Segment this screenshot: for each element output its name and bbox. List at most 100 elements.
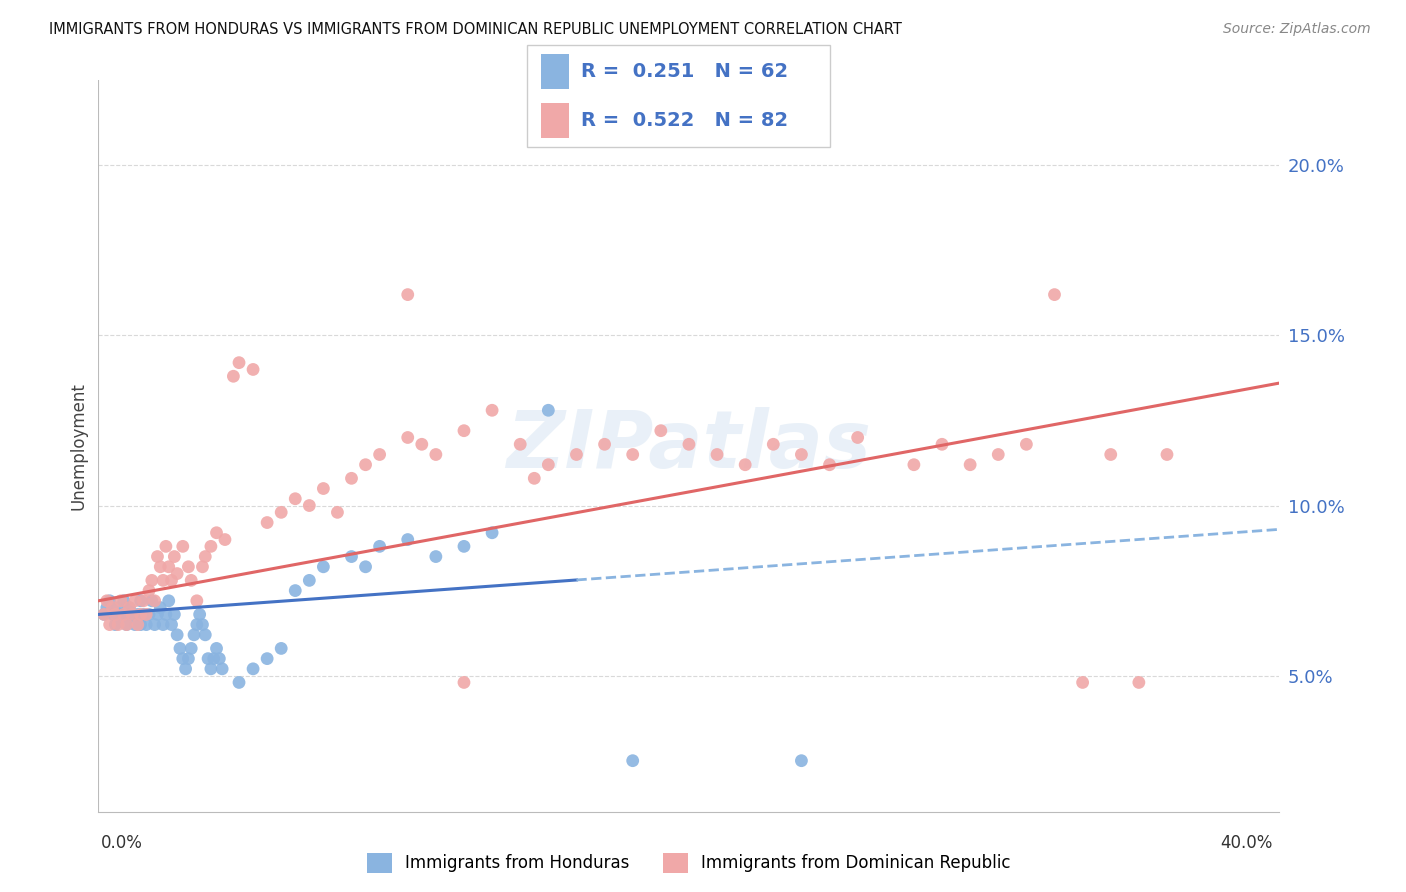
Point xyxy=(107,600,129,615)
Text: 40.0%: 40.0% xyxy=(1220,834,1272,852)
Point xyxy=(118,600,141,615)
Point xyxy=(481,403,503,417)
Point xyxy=(152,574,174,588)
Point xyxy=(191,559,214,574)
Point xyxy=(138,583,160,598)
Point xyxy=(298,574,321,588)
Point xyxy=(790,754,813,768)
Point xyxy=(453,540,475,554)
Point xyxy=(593,437,616,451)
Point xyxy=(121,607,143,622)
Point xyxy=(425,549,447,564)
Point xyxy=(396,533,419,547)
Point xyxy=(706,448,728,462)
Point xyxy=(256,516,278,530)
Point xyxy=(177,559,200,574)
Point xyxy=(110,607,132,622)
Point xyxy=(183,628,205,642)
Point xyxy=(1099,448,1122,462)
Point xyxy=(326,505,349,519)
Point xyxy=(127,607,149,622)
Point xyxy=(621,754,644,768)
Point xyxy=(425,448,447,462)
Point xyxy=(205,525,228,540)
Point xyxy=(284,491,307,506)
Point xyxy=(143,617,166,632)
Point xyxy=(169,641,191,656)
Point xyxy=(242,662,264,676)
Point xyxy=(124,594,146,608)
Point xyxy=(678,437,700,451)
Point xyxy=(650,424,672,438)
Point xyxy=(146,549,169,564)
Point xyxy=(208,651,231,665)
Point xyxy=(256,651,278,665)
Point xyxy=(188,607,211,622)
Point xyxy=(115,617,138,632)
Point xyxy=(172,651,194,665)
Point xyxy=(132,607,155,622)
Point xyxy=(368,448,391,462)
Point xyxy=(194,549,217,564)
Point xyxy=(270,641,292,656)
Point xyxy=(149,600,172,615)
Point xyxy=(481,525,503,540)
Point xyxy=(143,594,166,608)
Point xyxy=(163,607,186,622)
Point xyxy=(621,448,644,462)
Point xyxy=(101,607,124,622)
Point xyxy=(186,617,208,632)
Text: R =  0.522   N = 82: R = 0.522 N = 82 xyxy=(581,112,787,130)
Point xyxy=(157,559,180,574)
Point xyxy=(396,287,419,301)
Point xyxy=(537,403,560,417)
Point xyxy=(214,533,236,547)
Point xyxy=(135,607,157,622)
Point xyxy=(396,430,419,444)
Point xyxy=(565,448,588,462)
Point xyxy=(368,540,391,554)
Point xyxy=(931,437,953,451)
Text: ZIPatlas: ZIPatlas xyxy=(506,407,872,485)
Point xyxy=(959,458,981,472)
Point xyxy=(1156,448,1178,462)
Text: R =  0.251   N = 62: R = 0.251 N = 62 xyxy=(581,62,787,81)
Point xyxy=(129,617,152,632)
Point xyxy=(453,424,475,438)
Point xyxy=(762,437,785,451)
Point xyxy=(194,628,217,642)
Text: Source: ZipAtlas.com: Source: ZipAtlas.com xyxy=(1223,22,1371,37)
Point xyxy=(354,559,377,574)
Point xyxy=(222,369,245,384)
Point xyxy=(132,594,155,608)
Point xyxy=(141,574,163,588)
Point xyxy=(127,617,149,632)
Point xyxy=(177,651,200,665)
Point xyxy=(200,662,222,676)
Point xyxy=(115,607,138,622)
Point xyxy=(129,607,152,622)
Point xyxy=(112,594,135,608)
Point xyxy=(298,499,321,513)
Text: 0.0%: 0.0% xyxy=(101,834,143,852)
Point xyxy=(186,594,208,608)
Point xyxy=(312,559,335,574)
Point xyxy=(228,356,250,370)
Point xyxy=(104,607,127,622)
Point xyxy=(228,675,250,690)
Point xyxy=(411,437,433,451)
Point xyxy=(903,458,925,472)
Point xyxy=(197,651,219,665)
Point xyxy=(537,458,560,472)
Point xyxy=(163,549,186,564)
Point xyxy=(211,662,233,676)
Point xyxy=(1015,437,1038,451)
Point xyxy=(846,430,869,444)
Point xyxy=(129,594,152,608)
Point xyxy=(93,607,115,622)
Point xyxy=(734,458,756,472)
Point xyxy=(149,559,172,574)
Point xyxy=(242,362,264,376)
Point xyxy=(987,448,1010,462)
Point xyxy=(93,607,115,622)
